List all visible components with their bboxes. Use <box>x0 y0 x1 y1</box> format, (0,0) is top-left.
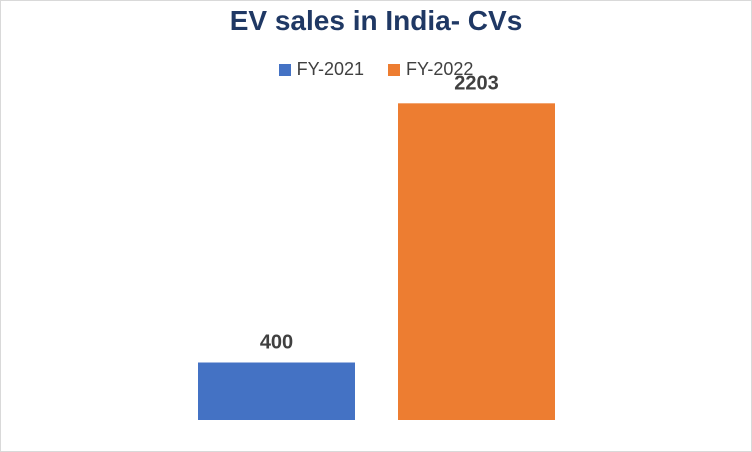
legend-label-fy2022: FY-2022 <box>406 59 474 79</box>
data-label-fy-2022: 2203 <box>454 72 499 94</box>
legend-swatch-fy2021 <box>278 63 291 76</box>
legend: FY-2021 FY-2022 <box>1 59 751 80</box>
legend-swatch-fy2022 <box>388 63 400 76</box>
bar-fy-2021 <box>198 362 355 420</box>
chart-title: EV sales in India- CVs <box>229 5 523 36</box>
legend-item-fy2022: FY-2022 <box>388 59 473 80</box>
data-label-fy-2021: 400 <box>260 332 293 354</box>
legend-item-fy2021: FY-2021 <box>278 59 364 80</box>
bar-fy-2022 <box>398 103 555 420</box>
legend-label-fy2021: FY-2021 <box>296 59 364 79</box>
